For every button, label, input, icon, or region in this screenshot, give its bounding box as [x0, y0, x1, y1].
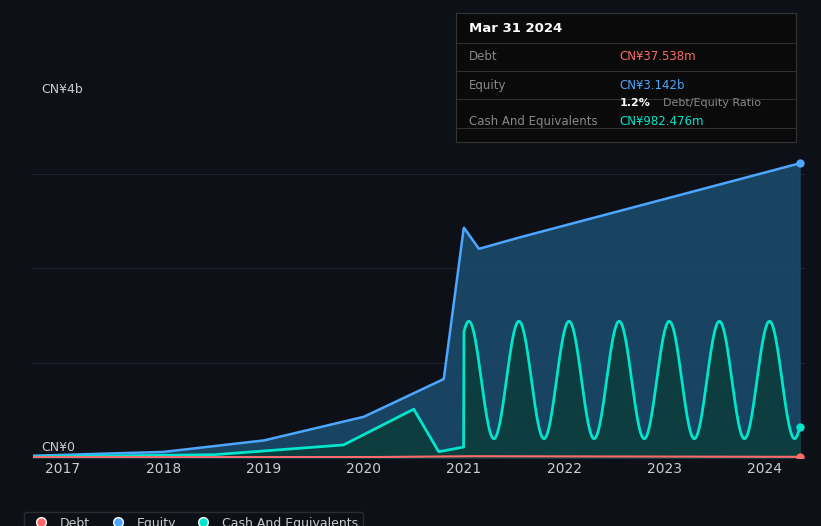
Text: CN¥0: CN¥0 [41, 441, 75, 454]
Text: CN¥37.538m: CN¥37.538m [619, 50, 696, 64]
Text: 1.2%: 1.2% [619, 98, 650, 108]
Text: Equity: Equity [470, 79, 507, 92]
Text: Cash And Equivalents: Cash And Equivalents [470, 115, 598, 128]
Text: CN¥982.476m: CN¥982.476m [619, 115, 704, 128]
Text: Debt/Equity Ratio: Debt/Equity Ratio [663, 98, 762, 108]
Text: Mar 31 2024: Mar 31 2024 [470, 22, 562, 35]
Text: CN¥3.142b: CN¥3.142b [619, 79, 685, 92]
Legend: Debt, Equity, Cash And Equivalents: Debt, Equity, Cash And Equivalents [24, 512, 363, 526]
Text: Debt: Debt [470, 50, 498, 64]
Text: CN¥4b: CN¥4b [41, 83, 83, 96]
